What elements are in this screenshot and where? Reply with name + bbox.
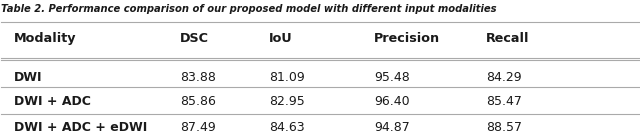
Text: Recall: Recall — [486, 32, 529, 45]
Text: 87.49: 87.49 — [180, 121, 216, 134]
Text: 84.63: 84.63 — [269, 121, 305, 134]
Text: Modality: Modality — [14, 32, 77, 45]
Text: Precision: Precision — [374, 32, 440, 45]
Text: 85.86: 85.86 — [180, 95, 216, 108]
Text: DSC: DSC — [180, 32, 209, 45]
Text: 85.47: 85.47 — [486, 95, 522, 108]
Text: Table 2. Performance comparison of our proposed model with different input modal: Table 2. Performance comparison of our p… — [1, 4, 497, 14]
Text: 83.88: 83.88 — [180, 71, 216, 84]
Text: DWI + ADC + eDWI: DWI + ADC + eDWI — [14, 121, 147, 134]
Text: 81.09: 81.09 — [269, 71, 305, 84]
Text: DWI + ADC: DWI + ADC — [14, 95, 91, 108]
Text: 96.40: 96.40 — [374, 95, 410, 108]
Text: 82.95: 82.95 — [269, 95, 305, 108]
Text: IoU: IoU — [269, 32, 292, 45]
Text: 94.87: 94.87 — [374, 121, 410, 134]
Text: 84.29: 84.29 — [486, 71, 522, 84]
Text: DWI: DWI — [14, 71, 43, 84]
Text: 95.48: 95.48 — [374, 71, 410, 84]
Text: 88.57: 88.57 — [486, 121, 522, 134]
